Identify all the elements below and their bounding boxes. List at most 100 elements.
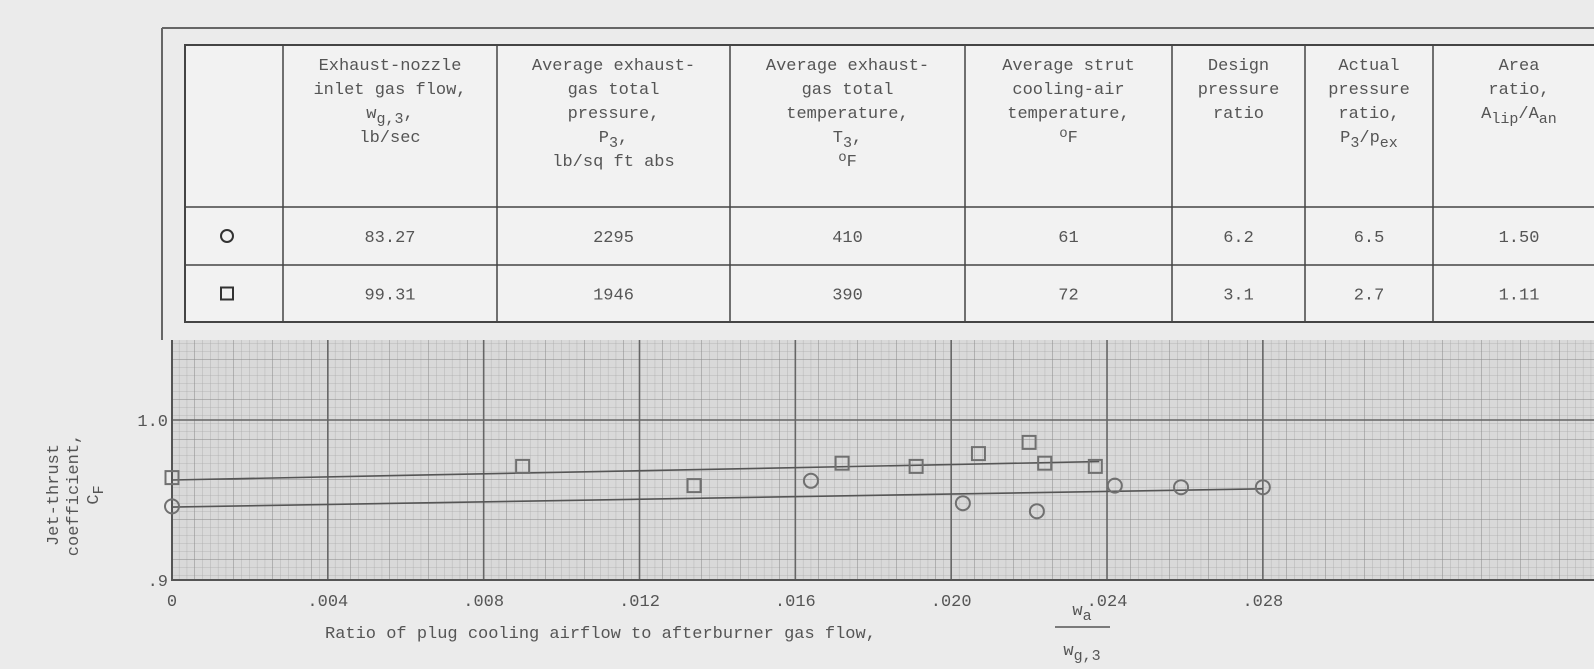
text-part: pressure: [1328, 81, 1410, 100]
text-part: lip: [1491, 111, 1518, 128]
x-tick-label: .012: [619, 593, 660, 612]
text-part: 3: [1350, 135, 1359, 152]
text-part: gas total: [568, 81, 660, 100]
header-text: P3,: [599, 129, 628, 152]
text-part: 3: [843, 135, 852, 152]
text-part: C: [85, 494, 104, 504]
cell-text: 1.50: [1499, 229, 1540, 248]
header-text: T3,: [833, 129, 862, 152]
header-text: lb/sec: [359, 129, 420, 148]
text-part: Area: [1499, 57, 1540, 76]
text-part: cooling-air: [1012, 81, 1124, 100]
header-text: oF: [838, 150, 857, 172]
text-part: Average exhaust-: [766, 57, 929, 76]
header-text: Average exhaust-: [532, 57, 695, 76]
header-text: Area: [1499, 57, 1540, 76]
frame: [161, 27, 1594, 340]
header-text: inlet gas flow,: [313, 81, 466, 100]
text-part: ,: [404, 105, 414, 124]
text-part: g,3: [376, 111, 403, 128]
header-text: lb/sq ft abs: [552, 153, 674, 172]
plot: 0 .004 .008 .012 .016 .020 .024 .028 .9 1.0 Jet-th…: [45, 340, 1594, 665]
header-text: pressure: [1198, 81, 1280, 100]
cell-text: 6.5: [1354, 229, 1385, 248]
cell-text: 410: [832, 229, 863, 248]
header-text: temperature,: [1007, 105, 1129, 124]
text-part: P: [1340, 129, 1350, 148]
header-text: ratio,: [1488, 81, 1549, 100]
point: [686, 478, 702, 494]
table-frame: [184, 44, 1594, 323]
header-text: pressure: [1328, 81, 1410, 100]
header-text: Actual: [1338, 57, 1399, 76]
point: [1037, 455, 1053, 471]
fair-line: [171, 488, 1263, 508]
point: [1028, 503, 1045, 520]
x-axis-label: Ratio of plug cooling airflow to afterbu…: [325, 625, 876, 644]
text-part: F: [91, 485, 108, 494]
text-part: Average exhaust-: [532, 57, 695, 76]
header-text: oF: [1059, 126, 1078, 148]
cell-text: 83.27: [364, 229, 415, 248]
point: [164, 498, 180, 515]
text-part: F: [847, 153, 857, 172]
y-tick-label: .9: [148, 573, 168, 592]
header-text: ratio,: [1338, 105, 1399, 124]
text-part: a: [1083, 608, 1092, 625]
cell-text: 72: [1058, 287, 1078, 306]
text-part: coefficient,: [65, 434, 84, 556]
text-part: pressure,: [568, 105, 660, 124]
fraction-denominator: wg,3: [1063, 642, 1100, 665]
text-part: lb/sec: [359, 129, 420, 148]
y-tick-label: 1.0: [137, 413, 168, 432]
text-part: Design: [1208, 57, 1269, 76]
point: [1254, 479, 1271, 496]
x-tick-label: .024: [1087, 593, 1128, 612]
point: [1173, 479, 1190, 496]
header-text: Design: [1208, 57, 1269, 76]
x-tick-label: 0: [167, 593, 177, 612]
point: [908, 458, 924, 474]
header-text: wg,3,: [366, 105, 413, 128]
cell-text: 99.31: [364, 287, 415, 306]
header-text: gas total: [802, 81, 894, 100]
y-axis-label: Jet-thrust coefficient, CF: [45, 434, 108, 556]
text-part: Actual: [1338, 57, 1399, 76]
text-part: F: [1068, 129, 1078, 148]
text-part: o: [1059, 126, 1067, 142]
header-text: temperature,: [786, 105, 908, 124]
point: [954, 495, 971, 512]
text-part: an: [1539, 111, 1557, 128]
text-part: ratio,: [1338, 105, 1399, 124]
text-part: ,: [852, 129, 862, 148]
fair-line: [171, 460, 1100, 481]
text-part: temperature,: [786, 105, 908, 124]
text-part: 3: [609, 135, 618, 152]
point: [1106, 477, 1123, 494]
text-part: w: [366, 105, 377, 124]
y-label-line: coefficient,: [65, 434, 84, 556]
y-label-line: CF: [85, 485, 108, 504]
cell-text: 6.2: [1223, 229, 1254, 248]
text-part: /A: [1518, 105, 1539, 124]
point: [970, 446, 986, 462]
mid-grid: [172, 340, 1594, 580]
cell-text: 3.1: [1223, 287, 1254, 306]
cell-text: 2295: [593, 229, 634, 248]
fraction-numerator: wa: [1072, 602, 1091, 625]
text-part: w: [1072, 602, 1083, 621]
text-part: A: [1481, 105, 1492, 124]
point: [164, 470, 180, 486]
point: [1087, 458, 1103, 474]
x-tick-label: .004: [307, 593, 348, 612]
header-text: cooling-air: [1012, 81, 1124, 100]
row-symbol: [220, 286, 234, 301]
y-label-line: Jet-thrust: [45, 444, 64, 546]
text-part: Jet-thrust: [45, 444, 64, 546]
text-part: pressure: [1198, 81, 1280, 100]
header-text: Average exhaust-: [766, 57, 929, 76]
header-text: ratio: [1213, 105, 1264, 124]
text-part: ratio: [1213, 105, 1264, 124]
